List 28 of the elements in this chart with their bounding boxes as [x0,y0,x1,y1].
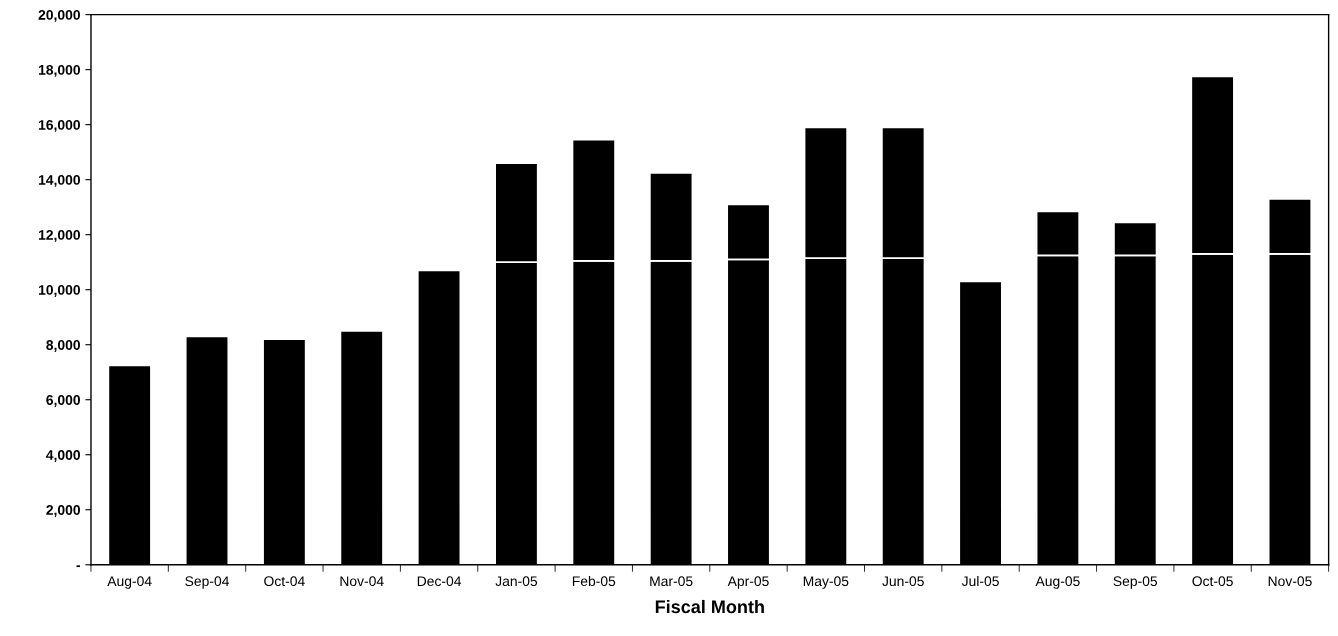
x-tick-label: Aug-04 [107,576,152,589]
y-tick-label: 18,000 [38,64,80,77]
x-axis-title: Fiscal Month [655,599,764,614]
x-tick-label: Dec-04 [417,576,462,587]
y-tick-label: 14,000 [38,175,80,187]
x-tick-label: Mar-05 [650,576,693,587]
x-tick-label: Oct-04 [264,576,305,587]
y-tick-label: 16,000 [38,119,80,132]
x-tick-label: Jan-05 [495,576,538,587]
x-tick-label: Feb-05 [572,575,616,587]
x-tick-label: Aug-05 [1035,576,1080,589]
x-tick-label: Oct-05 [1192,576,1233,587]
y-tick-label: 20,000 [38,9,80,22]
y-tick-label: 4,000 [46,450,80,462]
y-tick-label: 10,000 [38,285,80,297]
y-tick-label: 6,000 [46,395,80,407]
x-tick-label: Jul-05 [961,575,999,587]
y-tick-label: 8,000 [46,340,80,352]
x-tick-label: Jun-05 [882,576,924,587]
y-tick-label: 12,000 [38,230,80,242]
x-tick-label: Sep-04 [185,576,229,589]
y-tick-label: 2,000 [46,505,80,517]
x-tick-label: Sep-05 [1113,576,1158,589]
x-tick-label: Apr-05 [727,576,769,589]
y-tick-label: - [76,565,81,568]
x-tick-label: May-05 [803,576,849,589]
x-tick-label: Nov-05 [1268,576,1312,587]
x-tick-label: Nov-04 [340,576,384,587]
